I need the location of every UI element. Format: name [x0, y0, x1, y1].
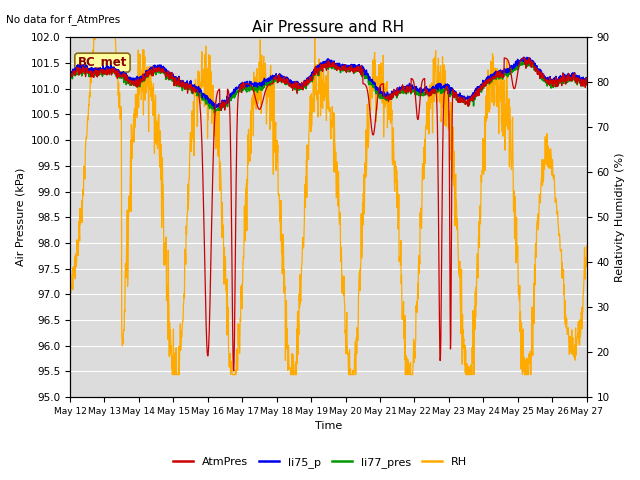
Y-axis label: Relativity Humidity (%): Relativity Humidity (%) — [615, 153, 625, 282]
X-axis label: Time: Time — [315, 421, 342, 432]
Title: Air Pressure and RH: Air Pressure and RH — [252, 20, 404, 35]
Legend: AtmPres, li75_p, li77_pres, RH: AtmPres, li75_p, li77_pres, RH — [168, 452, 472, 472]
Text: No data for f_AtmPres: No data for f_AtmPres — [6, 14, 121, 25]
Text: BC_met: BC_met — [78, 56, 127, 69]
Y-axis label: Air Pressure (kPa): Air Pressure (kPa) — [15, 168, 25, 266]
